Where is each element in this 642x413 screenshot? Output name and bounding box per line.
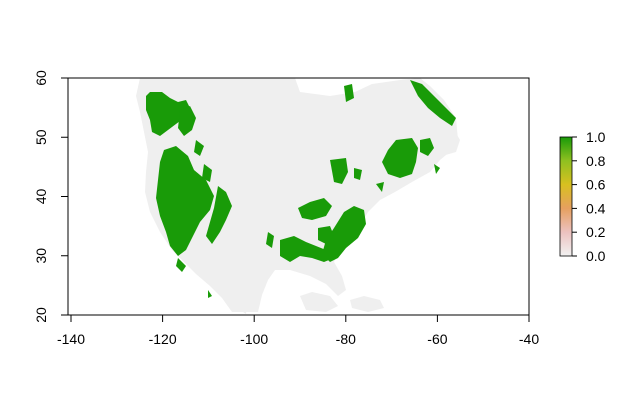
colorbar-gradient: [559, 136, 573, 257]
colorbar-tick-label: 0.4: [586, 200, 606, 216]
high-value-patches: [146, 80, 456, 298]
x-axis: -140 -120 -100 -80 -60 -40: [57, 314, 539, 347]
x-tick-label: -100: [240, 331, 268, 347]
y-tick-label: 60: [33, 70, 49, 86]
x-tick-label: -60: [427, 331, 447, 347]
y-tick-label: 20: [33, 307, 49, 323]
x-tick-label: -120: [149, 331, 177, 347]
x-tick-label: -140: [57, 331, 85, 347]
colorbar-tick-label: 1.0: [586, 129, 606, 145]
y-tick-label: 30: [33, 248, 49, 264]
y-tick-label: 40: [33, 189, 49, 205]
map-raster: [136, 78, 460, 314]
colorbar-tick-label: 0.8: [586, 153, 606, 169]
x-tick-label: -80: [336, 331, 356, 347]
x-tick-label: -40: [519, 331, 539, 347]
colorbar-tick-label: 0.6: [586, 177, 606, 193]
colorbar-tick-label: 0.2: [586, 224, 606, 240]
land-mass: [136, 78, 460, 314]
colorbar: 0.0 0.2 0.4 0.6 0.8 1.0: [559, 129, 606, 264]
y-axis: 20 30 40 50 60: [33, 70, 69, 323]
y-tick-label: 50: [33, 129, 49, 145]
colorbar-tick-label: 0.0: [586, 248, 606, 264]
